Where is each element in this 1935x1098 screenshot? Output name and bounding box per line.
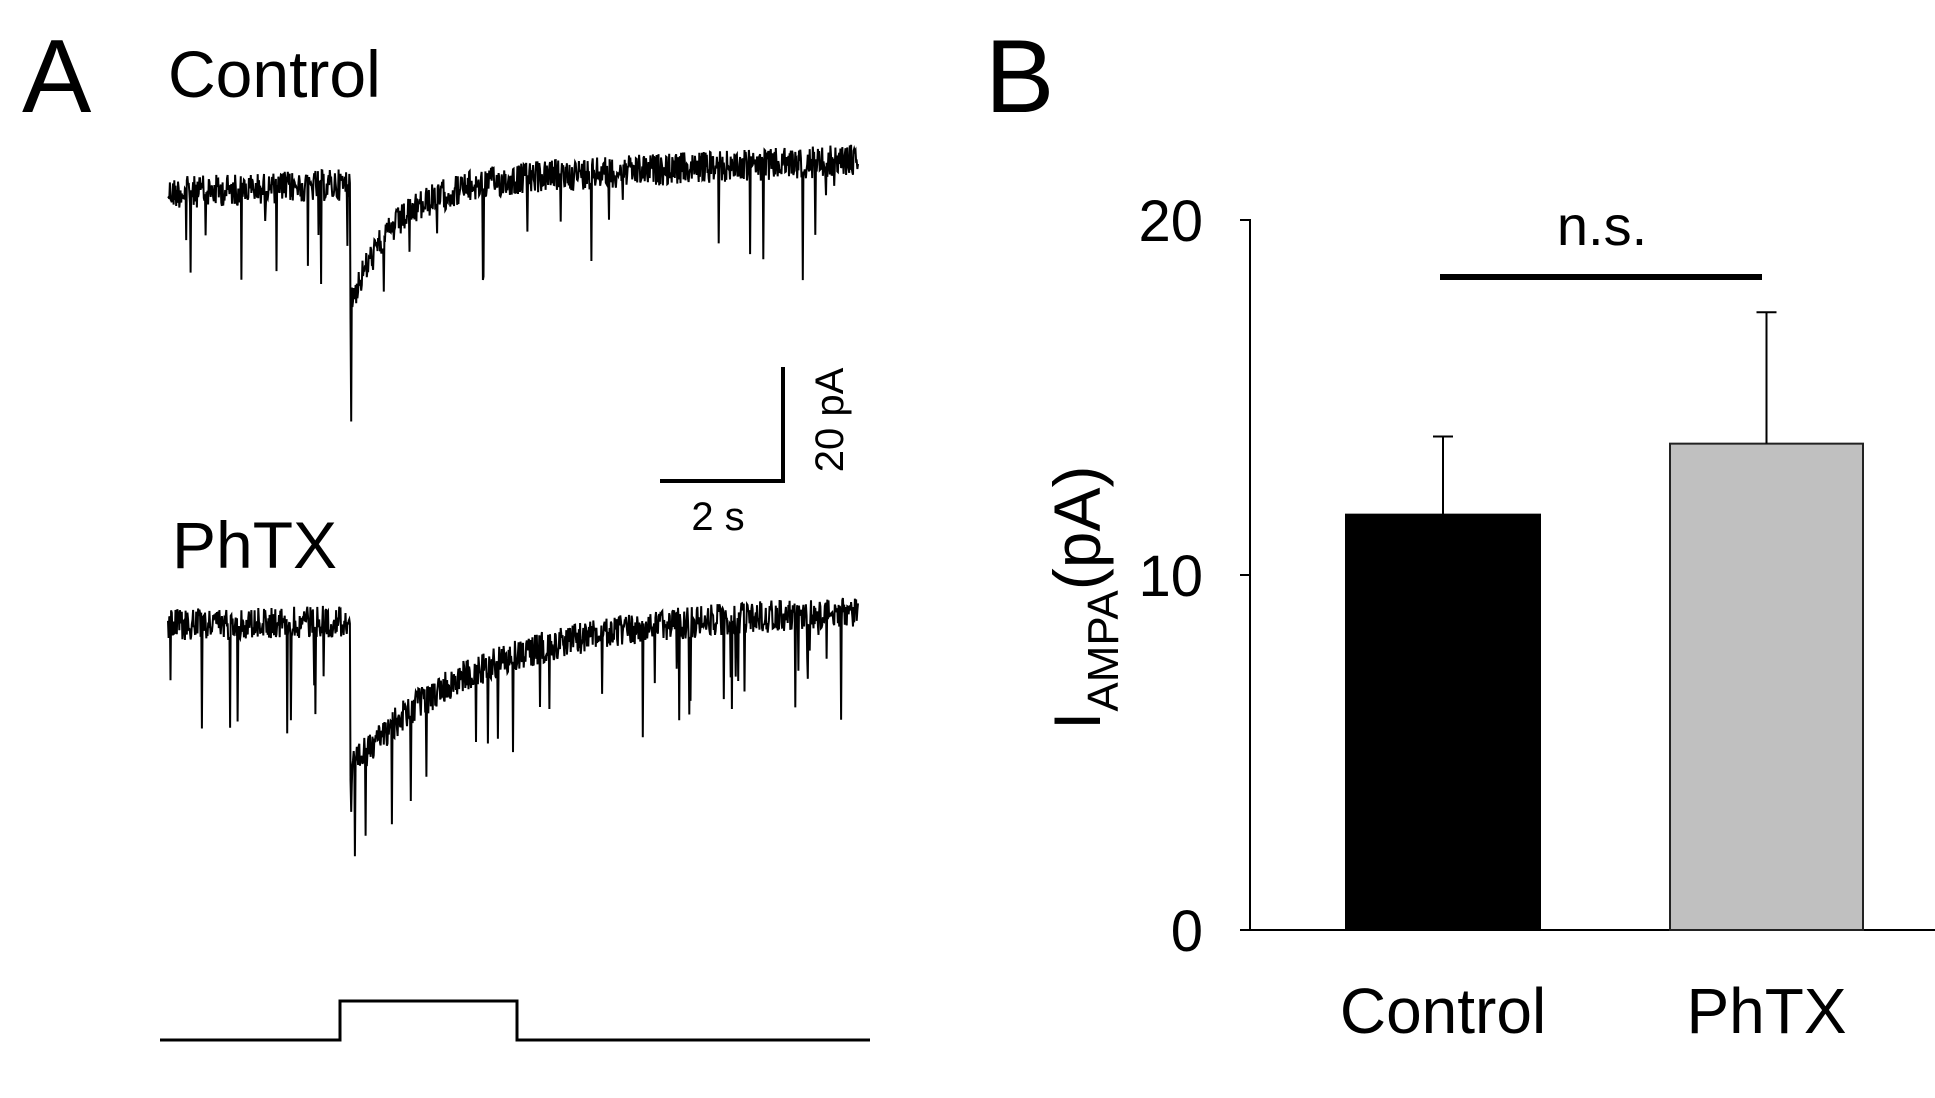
x-tick-label-phtx: PhTX [1686,975,1846,1047]
x-tick-labels: Control PhTX [1340,975,1847,1047]
scale-bar-current-label: 20 pA [808,367,852,472]
bar-chart: 0 10 20 Control PhTX n.s. IAMPA(pA) [1040,189,1935,1047]
panel-a-letter: A [22,19,92,135]
significance-label: n.s. [1557,194,1647,257]
bar-phtx [1669,442,1864,931]
bar-control [1345,513,1541,932]
y-ticks: 0 10 20 [1138,189,1251,964]
scale-bar: 20 pA 2 s [660,367,852,539]
y-axis-label-sub: AMPA [1079,590,1128,712]
y-tick-label: 20 [1138,189,1203,254]
control-trace [167,144,859,422]
y-tick-label: 0 [1171,899,1203,964]
trace-label-phtx: PhTX [172,508,337,582]
y-tick-label: 10 [1138,544,1203,609]
trace-label-control: Control [168,37,381,111]
phtx-trace [167,597,859,857]
y-axis-label: IAMPA(pA) [1040,466,1128,730]
y-axis-label-unit: (pA) [1040,466,1114,591]
x-tick-label-control: Control [1340,975,1546,1047]
bars [1345,311,1864,932]
stimulus-step [160,999,870,1042]
panel-b-letter: B [985,19,1054,135]
scale-bar-time-label: 2 s [691,495,744,539]
y-axis-label-main: I [1040,712,1114,730]
